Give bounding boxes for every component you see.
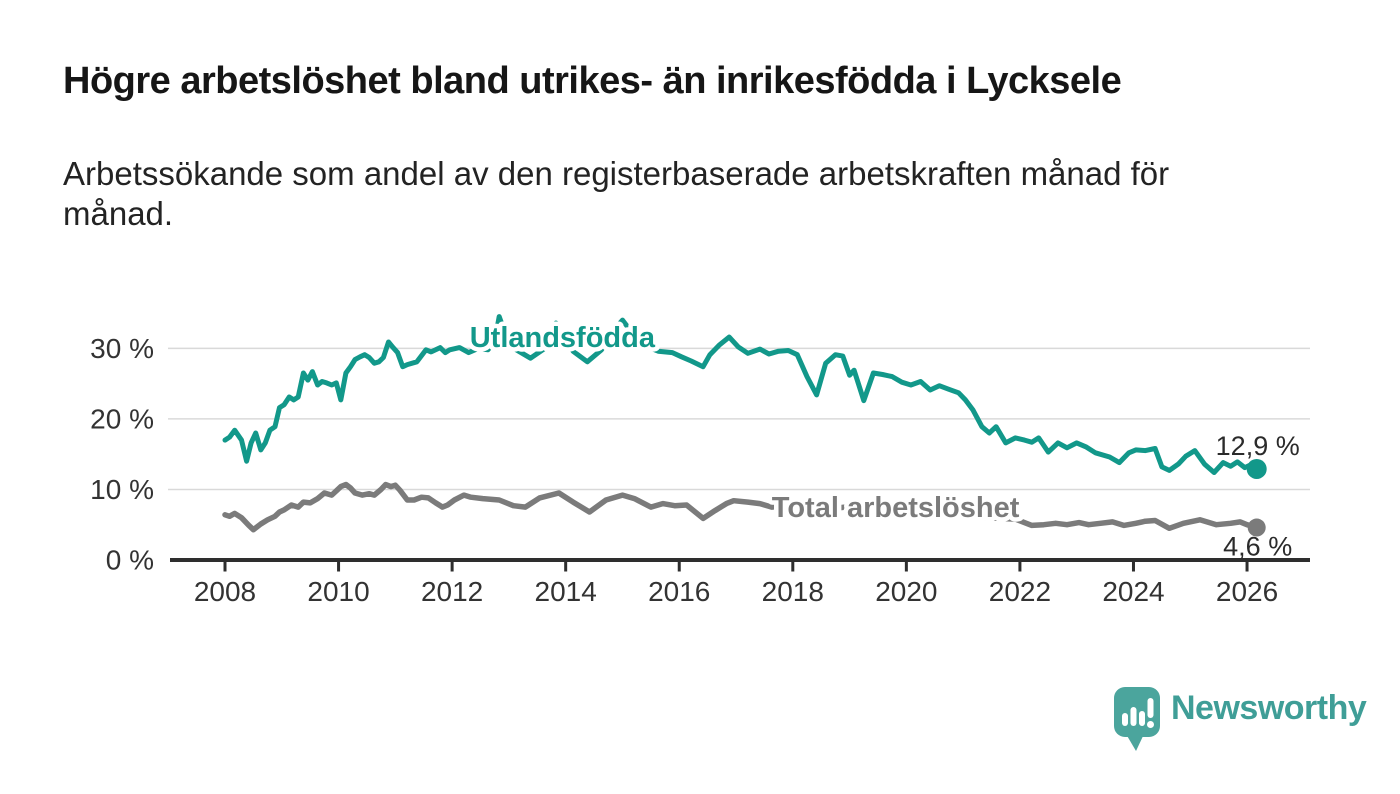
y-axis-label: 0 % — [106, 545, 154, 576]
x-axis-label: 2014 — [535, 576, 597, 607]
y-axis-label: 20 % — [90, 403, 154, 434]
series-line-utlandsfodda — [222, 314, 1260, 475]
x-axis-label: 2018 — [762, 576, 824, 607]
series-label-utlandsfodda: Utlandsfödda — [470, 322, 656, 354]
series-label-total: Total arbetslöshet — [772, 492, 1020, 524]
series-line-total — [222, 481, 1260, 533]
y-axis-label: 10 % — [90, 474, 154, 505]
end-value-label-utlandsfodda: 12,9 % — [1216, 431, 1300, 461]
x-axis-label: 2010 — [307, 576, 369, 607]
x-axis-label: 2022 — [989, 576, 1051, 607]
chart-subtitle: Arbetssökande som andel av den registerb… — [63, 155, 1170, 232]
x-axis-label: 2024 — [1102, 576, 1164, 607]
bar-chart-bubble-icon — [1114, 687, 1160, 751]
y-axis-label: 30 % — [90, 333, 154, 364]
x-axis-label: 2012 — [421, 576, 483, 607]
page-title: Högre arbetslöshet bland utrikes- än inr… — [63, 60, 1122, 102]
newsworthy-logo-text: Newsworthy — [1171, 689, 1367, 727]
end-dot-utlandsfodda — [1246, 458, 1267, 479]
x-axis-label: 2016 — [648, 576, 710, 607]
newsworthy-logo: Newsworthy — [1113, 686, 1367, 752]
end-dot-total — [1247, 518, 1266, 537]
x-axis-label: 2020 — [875, 576, 937, 607]
x-axis-label: 2026 — [1216, 576, 1278, 607]
x-axis-label: 2008 — [194, 576, 256, 607]
end-value-label-total: 4,6 % — [1223, 532, 1292, 562]
